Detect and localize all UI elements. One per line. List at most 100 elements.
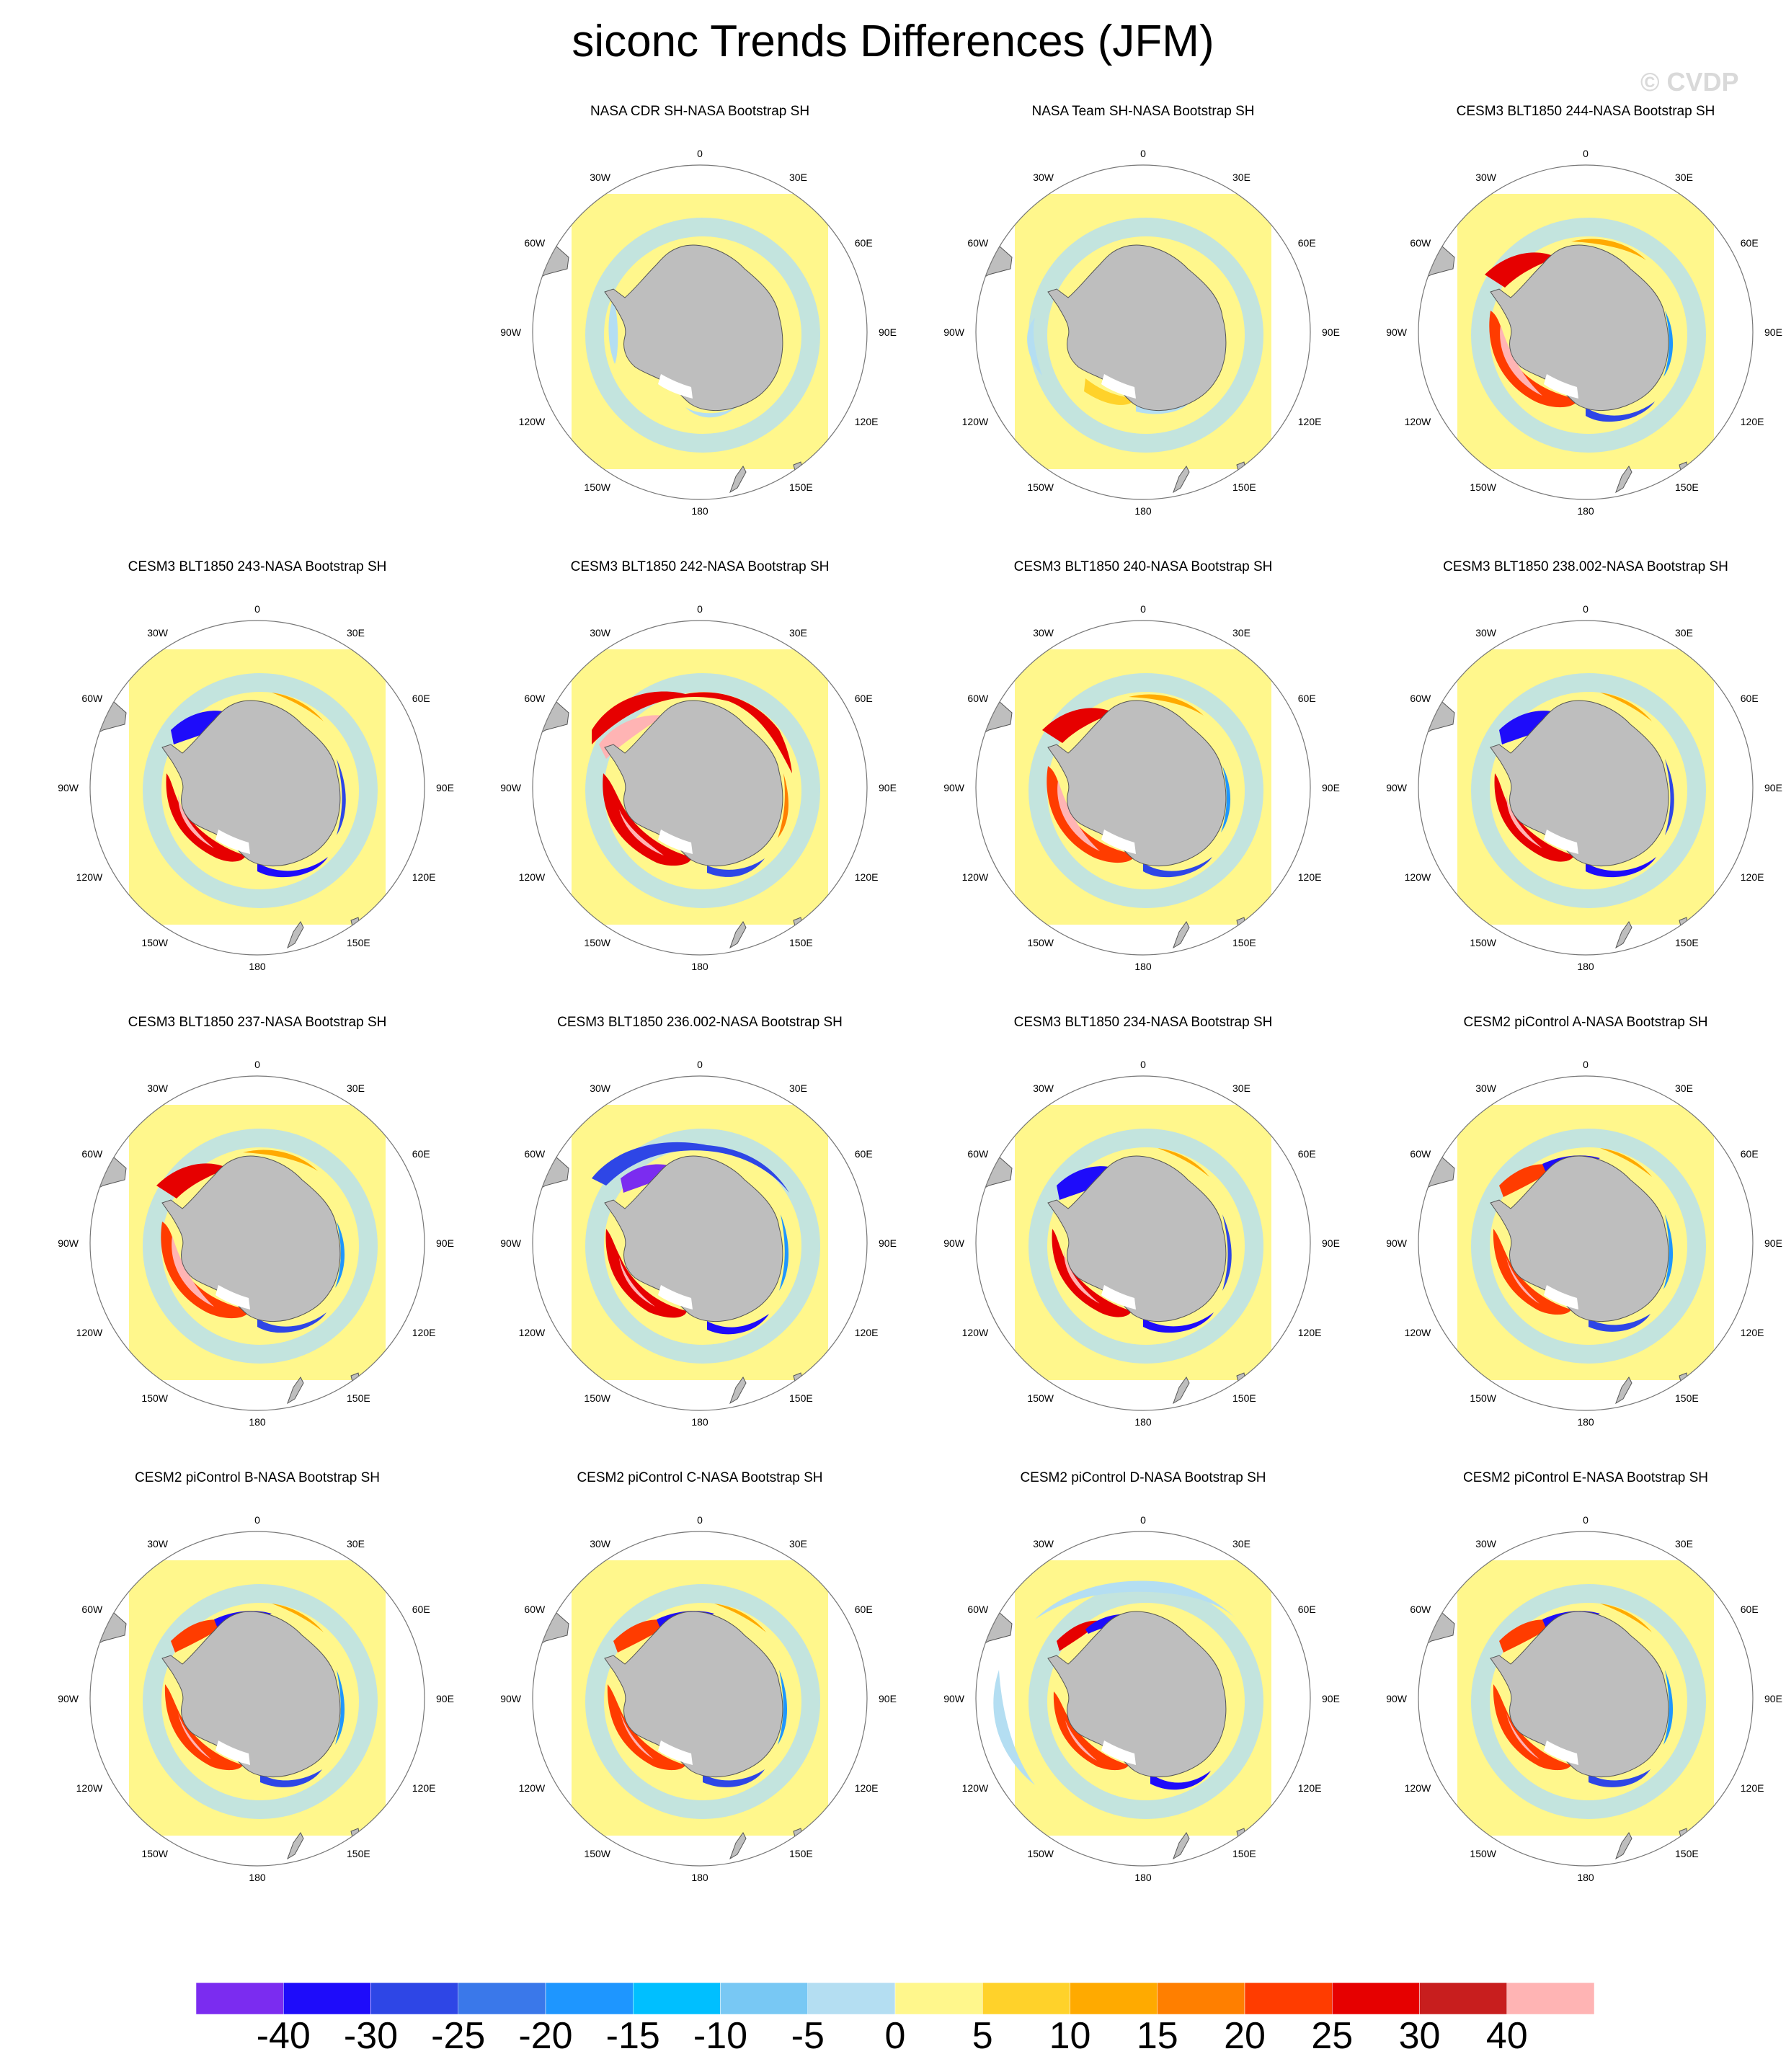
longitude-label: 120E xyxy=(1741,1782,1764,1794)
longitude-label: 60W xyxy=(967,693,989,704)
map-panel: CESM2 piControl B-NASA Bootstrap SH 0 30E 6… xyxy=(34,1469,481,1916)
longitude-label: 30E xyxy=(1232,627,1250,639)
panel-title: CESM3 BLT1850 238.002-NASA Bootstrap SH xyxy=(1443,559,1728,574)
map-boundary xyxy=(532,1531,868,1867)
longitude-label: 90E xyxy=(1764,1237,1782,1249)
longitude-label: 30W xyxy=(590,172,611,183)
anomaly-region xyxy=(1053,1691,1129,1771)
longitude-label: 150W xyxy=(1470,937,1496,948)
longitude-label: 90W xyxy=(1386,1237,1408,1249)
longitude-label: 30W xyxy=(590,1082,611,1094)
longitude-label: 90W xyxy=(943,1237,965,1249)
anomaly-region xyxy=(243,1150,318,1171)
antarctica-landmass xyxy=(161,1611,341,1778)
longitude-label: 120E xyxy=(1741,416,1764,427)
longitude-label: 150E xyxy=(347,1392,370,1404)
longitude-label: 30E xyxy=(1675,627,1693,639)
longitude-label: 150W xyxy=(584,937,610,948)
panel-title: CESM2 piControl A-NASA Bootstrap SH xyxy=(1463,1015,1708,1030)
longitude-label: 60E xyxy=(412,1604,430,1615)
anomaly-ring xyxy=(1028,673,1263,908)
panel-title: CESM2 piControl E-NASA Bootstrap SH xyxy=(1462,1470,1709,1485)
longitude-label: 150E xyxy=(347,1848,370,1859)
colorbar-tick-label: 25 xyxy=(1311,2015,1354,2057)
anomaly-ring xyxy=(585,1129,820,1364)
longitude-label: 120E xyxy=(1741,871,1764,883)
longitude-label: 90E xyxy=(1322,326,1340,338)
colorbar-tick-label: -25 xyxy=(431,2015,486,2057)
longitude-label: 30E xyxy=(789,1082,807,1094)
longitude-label: 30W xyxy=(147,1082,169,1094)
longitude-label: 30W xyxy=(590,1538,611,1549)
panel-title: NASA CDR SH-NASA Bootstrap SH xyxy=(590,104,810,119)
longitude-label: 90W xyxy=(58,1237,79,1249)
map-boundary xyxy=(532,620,868,956)
panel-title: CESM3 BLT1850 244-NASA Bootstrap SH xyxy=(1456,104,1715,119)
longitude-label: 180 xyxy=(691,961,708,972)
longitude-label: 30E xyxy=(347,627,365,639)
anomaly-region xyxy=(608,298,618,364)
map-panel: CESM2 piControl C-NASA Bootstrap SH 0 30E 6… xyxy=(476,1469,923,1916)
anomaly-ring xyxy=(1471,1129,1706,1364)
panel-title: CESM3 BLT1850 234-NASA Bootstrap SH xyxy=(1013,1015,1273,1030)
anomaly-region xyxy=(172,1236,214,1307)
anomaly-region xyxy=(1489,311,1578,408)
anomaly-region xyxy=(1035,1580,1237,1619)
longitude-label: 90E xyxy=(436,782,454,793)
longitude-label: 90W xyxy=(1386,1693,1408,1704)
new-zealand-landmass xyxy=(1615,1832,1632,1860)
longitude-label: 60W xyxy=(81,693,103,704)
anomaly-region xyxy=(1052,1229,1132,1317)
new-zealand-landmass xyxy=(1615,466,1632,494)
colorbar-swatch xyxy=(370,1983,458,2014)
longitude-label: 120E xyxy=(412,1782,436,1794)
longitude-label: 120W xyxy=(962,1782,989,1794)
anomaly-region xyxy=(1150,1771,1211,1790)
page-title: siconc Trends Differences (JFM) xyxy=(572,17,1214,66)
longitude-label: 90W xyxy=(943,1693,965,1704)
polar-map: 0 30E 60E 90E 120E 150E 180 150W 120W 90W 60W 30W xyxy=(943,148,1340,517)
longitude-label: 120E xyxy=(412,1327,436,1338)
new-zealand-landmass xyxy=(729,466,747,494)
anomaly-region xyxy=(335,1222,345,1288)
ice-shelf xyxy=(1101,1740,1136,1765)
panel-title: CESM3 BLT1850 240-NASA Bootstrap SH xyxy=(1013,559,1273,574)
new-zealand-landmass xyxy=(287,921,304,949)
longitude-label: 60E xyxy=(855,693,873,704)
ice-shelf xyxy=(658,374,693,399)
anomaly-region xyxy=(257,857,328,878)
colorbar-swatch xyxy=(807,1983,896,2014)
longitude-label: 150E xyxy=(1675,481,1699,493)
anomaly-region xyxy=(685,407,736,418)
longitude-label: 60E xyxy=(1741,693,1759,704)
longitude-label: 120E xyxy=(855,1327,879,1338)
anomaly-region xyxy=(1143,857,1212,878)
anomaly-region xyxy=(592,1142,789,1193)
longitude-label: 90E xyxy=(436,1237,454,1249)
polar-map: 0 30E 60E 90E 120E 150E 180 150W 120W 90W 60W 30W xyxy=(58,1059,454,1428)
longitude-label: 60E xyxy=(855,1148,873,1160)
longitude-label: 60W xyxy=(1410,693,1431,704)
longitude-label: 120W xyxy=(519,871,546,883)
colorbar-tick-label: -40 xyxy=(256,2015,311,2057)
map-panel: NASA CDR SH-NASA Bootstrap SH 0 30E 60E 90E 1… xyxy=(476,103,923,550)
new-zealand-landmass xyxy=(729,1377,747,1405)
longitude-label: 0 xyxy=(697,148,703,159)
map-boundary xyxy=(975,1075,1311,1411)
longitude-label: 150W xyxy=(1470,481,1496,493)
longitude-label: 90E xyxy=(879,326,897,338)
longitude-label: 30W xyxy=(590,627,611,639)
colorbar-swatch xyxy=(1070,1983,1158,2014)
polar-map: 0 30E 60E 90E 120E 150E 180 150W 120W 90W 60W 30W xyxy=(1386,603,1782,972)
colorbar-tick-label: 0 xyxy=(884,2015,906,2057)
longitude-label: 30W xyxy=(1033,172,1054,183)
longitude-label: 0 xyxy=(1140,1514,1146,1526)
colorbar-swatch xyxy=(283,1983,371,2014)
longitude-label: 90W xyxy=(58,1693,79,1704)
longitude-label: 120E xyxy=(855,871,879,883)
colorbar-tick-label: 30 xyxy=(1398,2015,1441,2057)
panel-title: CESM2 piControl B-NASA Bootstrap SH xyxy=(134,1470,381,1485)
new-zealand-landmass xyxy=(1173,921,1190,949)
anomaly-region xyxy=(703,1769,765,1787)
longitude-label: 60W xyxy=(524,693,546,704)
